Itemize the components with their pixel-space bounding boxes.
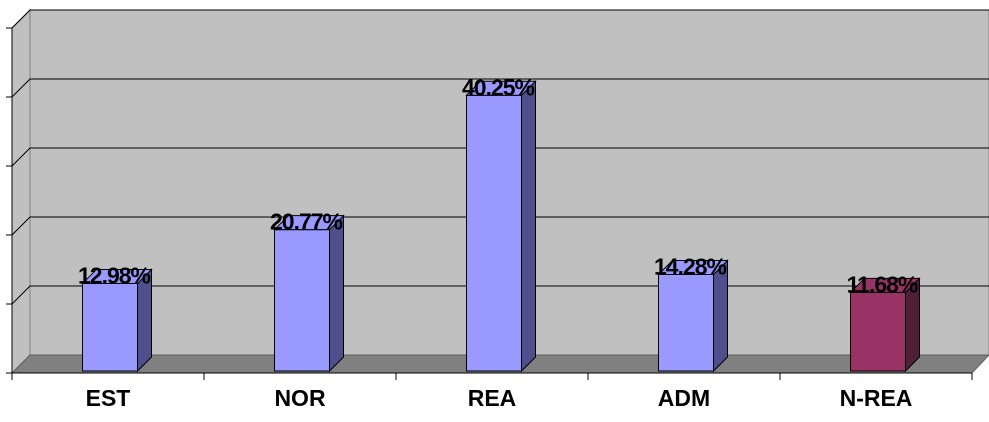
- bar-top: [465, 80, 537, 96]
- data-label-nor: 20.77%: [270, 209, 343, 235]
- category-label-n-rea: N-REA: [840, 385, 913, 411]
- data-label-rea: 40.25%: [462, 74, 535, 100]
- bar-top: [273, 215, 345, 231]
- bar-top: [849, 277, 921, 293]
- side-wall: [11, 8, 31, 375]
- bar-side: [521, 80, 536, 373]
- data-labels: 12.98% 20.77% 40.25% 14.28% 11.68%: [78, 74, 919, 297]
- bar-top: [81, 268, 153, 284]
- bar-side: [329, 214, 344, 373]
- category-label-est: EST: [86, 385, 131, 411]
- bars: [81, 80, 921, 373]
- gridline: [11, 78, 989, 98]
- bar-top: [657, 259, 729, 275]
- data-label-n-rea: 11.68%: [847, 271, 918, 297]
- category-labels: EST NOR REA ADM N-REA: [86, 385, 913, 411]
- gridline: [11, 147, 989, 167]
- data-label-adm: 14.28%: [654, 253, 727, 279]
- bar-face: [274, 229, 330, 372]
- bar-rea: [465, 80, 537, 373]
- gridline: [11, 9, 989, 29]
- axes: [6, 27, 973, 380]
- bar-nor: [273, 214, 345, 373]
- category-label-adm: ADM: [658, 385, 710, 411]
- bar-face: [82, 282, 138, 372]
- bar-est: [81, 268, 153, 373]
- bar-adm: [657, 259, 729, 373]
- data-label-est: 12.98%: [78, 262, 151, 288]
- bar-face: [658, 273, 714, 372]
- category-label-rea: REA: [468, 385, 517, 411]
- bar-face: [466, 94, 522, 372]
- category-label-nor: NOR: [274, 385, 326, 411]
- bar-face: [850, 291, 906, 372]
- gridline: [11, 216, 989, 236]
- bar-n-rea: [849, 277, 921, 373]
